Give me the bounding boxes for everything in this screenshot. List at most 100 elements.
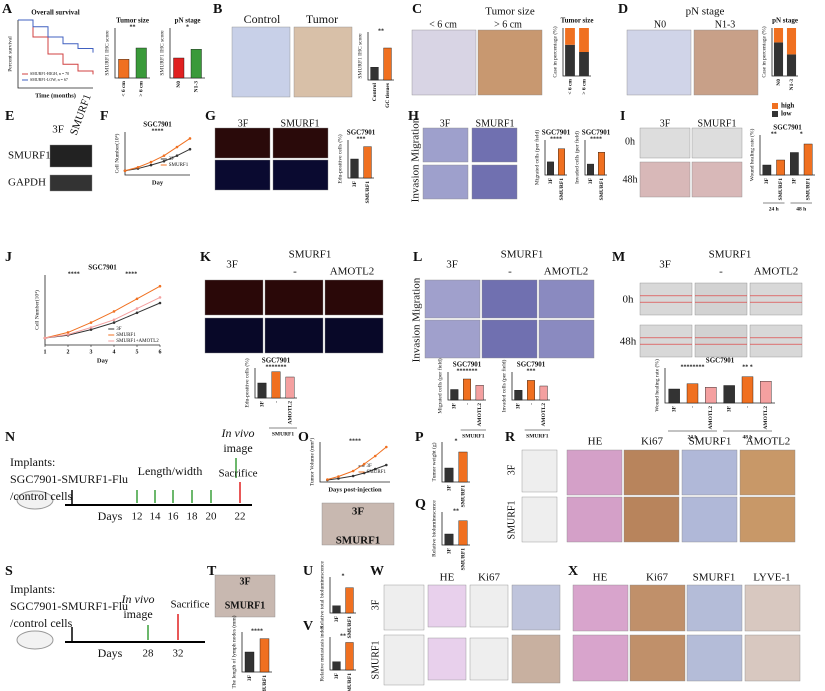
label: 22 — [235, 511, 246, 523]
label: Ki67 — [646, 572, 669, 584]
label: SMURF1 — [169, 163, 189, 168]
image-panel — [623, 496, 680, 543]
axes — [254, 368, 297, 399]
label: SMURF1 — [559, 178, 565, 201]
bar — [741, 376, 754, 404]
bar-segment — [786, 54, 797, 76]
image-panel — [511, 634, 561, 684]
bar — [370, 66, 379, 81]
image-panel — [639, 127, 691, 159]
label: SMURF1 — [272, 431, 295, 437]
label: Control — [244, 12, 281, 26]
image-panel — [566, 496, 623, 543]
label: Invaded cells (per field) — [573, 131, 580, 184]
axes — [511, 372, 550, 401]
point — [373, 467, 377, 471]
label: SMURF1 — [501, 249, 544, 261]
label: AMOTL2 — [544, 266, 589, 278]
label: SGC7901 — [143, 121, 172, 129]
bar — [190, 49, 202, 79]
image-panel — [214, 574, 276, 618]
bar — [444, 533, 454, 546]
label: * — [455, 438, 458, 444]
timeline-s — [16, 614, 205, 650]
label: 6 — [159, 349, 162, 355]
label: L — [413, 250, 422, 265]
label: SMURF1-LOW, n = 67 — [30, 77, 68, 83]
image-panel — [639, 282, 693, 316]
image-panel — [686, 584, 743, 632]
label: Wound healing rate (%) — [653, 359, 660, 412]
label: AMOTL2 — [754, 266, 799, 278]
bar — [475, 385, 484, 401]
image-panel — [572, 634, 629, 682]
bar — [350, 158, 359, 179]
label: 3F — [452, 402, 458, 409]
image-panel — [744, 634, 801, 682]
label: SMURF1 — [689, 436, 732, 448]
label: Sacrifice — [170, 599, 209, 611]
label: Sacrifice — [218, 468, 257, 480]
image-panel — [686, 634, 743, 682]
point — [149, 160, 153, 164]
image-panel — [639, 324, 693, 358]
label: SMURF1 — [370, 641, 381, 680]
image-panel — [49, 144, 93, 168]
image-panel — [471, 127, 518, 163]
label: high — [781, 102, 794, 110]
bar — [668, 388, 680, 404]
image-panel — [272, 159, 329, 191]
bar — [686, 383, 699, 404]
label: 3F — [588, 177, 594, 184]
label: B — [213, 2, 222, 17]
label: ** — [771, 131, 777, 137]
label: 3F — [334, 615, 340, 622]
label: Cell Number(10⁴) — [113, 134, 120, 174]
bar — [458, 520, 468, 546]
label: AMOTL2 — [746, 436, 791, 448]
label: In vivo — [221, 426, 255, 440]
bar — [723, 385, 735, 404]
label: SMURF1 — [462, 433, 485, 439]
label: - — [528, 403, 534, 405]
point — [175, 154, 179, 157]
label: N0 — [776, 79, 782, 86]
label: 3F — [659, 259, 671, 271]
label: HE — [440, 572, 455, 584]
label: 24 h — [688, 434, 698, 440]
label: SMURF1 — [709, 249, 752, 261]
label: SMURF1 — [698, 118, 737, 129]
label: 3F — [764, 177, 770, 184]
label: Migrated cells (per field) — [436, 358, 443, 413]
label: 48h — [620, 336, 637, 348]
image-panel — [623, 449, 680, 496]
label: H — [408, 109, 419, 124]
label: 48 h — [743, 434, 753, 440]
image-panel — [538, 279, 595, 319]
label: LYVE-1 — [753, 572, 790, 584]
point — [89, 328, 93, 331]
image-panel — [744, 584, 801, 632]
label: 3F — [352, 180, 358, 187]
image-panel — [424, 319, 481, 359]
label: SGC7901 — [582, 129, 611, 137]
label: * — [342, 573, 345, 579]
label: Implants: — [10, 582, 55, 596]
label: ** * — [742, 364, 753, 370]
label: 0h — [623, 294, 635, 306]
label: < 6 cm — [567, 79, 573, 95]
bar — [345, 587, 354, 614]
label: Percent survival — [7, 36, 13, 72]
label: > 6 cm — [494, 19, 522, 30]
image-panel — [691, 161, 743, 198]
image-panel — [321, 502, 395, 546]
series-line — [124, 138, 191, 172]
bar — [463, 378, 472, 401]
label: SMURF1 — [599, 178, 605, 201]
bar — [558, 148, 566, 176]
label: The length of lymph nodes (mm) — [230, 615, 237, 688]
bar — [527, 380, 536, 401]
label: N — [5, 430, 15, 445]
label: ** — [453, 508, 459, 514]
label: ******** — [681, 364, 705, 370]
